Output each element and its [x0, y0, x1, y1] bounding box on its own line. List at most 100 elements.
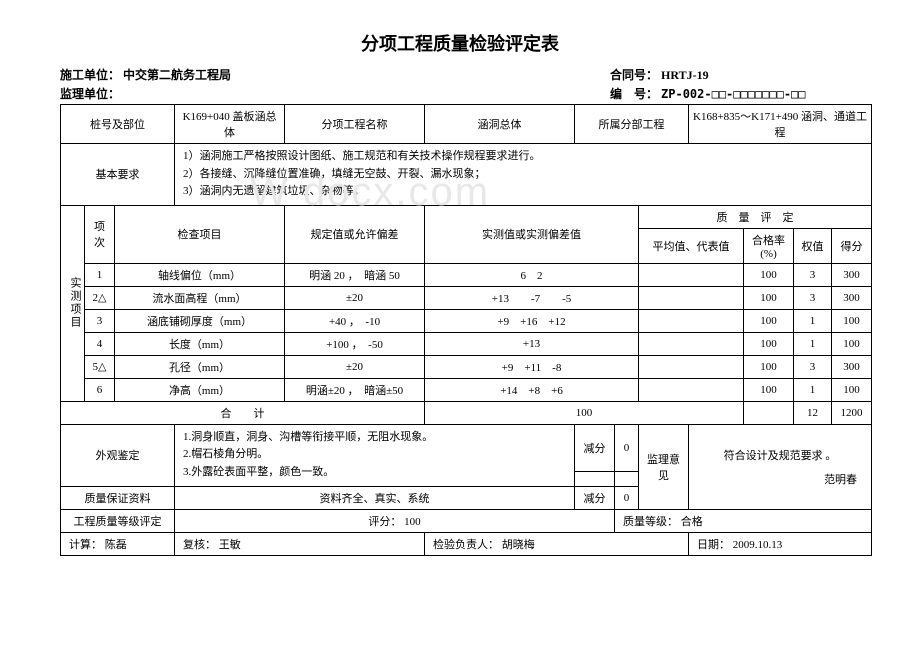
main-table: 桩号及部位 K169+040 盖板涵总体 分项工程名称 涵洞总体 所属分部工程 …: [60, 104, 872, 556]
date-label: 日期：: [697, 539, 730, 551]
data-row-4: 4 长度（mm） +100 ， -50 +13 100 1 100: [61, 332, 872, 355]
doc-no-value: ZP-002-□□-□□□□□□□-□□: [661, 87, 806, 101]
spec: +100 ， -50: [285, 332, 425, 355]
table-head-row-1: 实测项目 项次 检查项目 规定值或允许偏差 实测值或实测偏差值 质 量 评 定: [61, 205, 872, 228]
req-line-1: 1）涵洞施工严格按照设计图纸、施工规范和有关技术操作规程要求进行。: [183, 148, 863, 166]
data-row-5: 5△ 孔径（mm） ±20 +9 +11 -8 100 3 300: [61, 355, 872, 378]
basic-req-row: 基本要求 1）涵洞施工严格按照设计图纸、施工规范和有关技术操作规程要求进行。 2…: [61, 144, 872, 206]
supervision-text: 符合设计及规范要求 。 范明春: [689, 424, 872, 509]
col-qual: 质 量 评 定: [639, 205, 872, 228]
weight: 3: [794, 286, 832, 309]
subitem-label: 分项工程名称: [285, 105, 425, 144]
blank-cell: [575, 472, 615, 486]
total-weight: 12: [794, 401, 832, 424]
chk-cell: 检验负责人： 胡晓梅: [425, 532, 689, 555]
seq: 3: [85, 309, 115, 332]
calc-cell: 计算： 陈磊: [61, 532, 175, 555]
chk-value: 胡晓梅: [502, 539, 535, 551]
data-row-6: 6 净高（mm） 明涵±20 ， 暗涵±50 +14 +8 +6 100 1 1…: [61, 378, 872, 401]
appearance-l3: 3.外露砼表面平整，颜色一致。: [183, 464, 566, 482]
meas: 6 2: [425, 263, 639, 286]
rev-value: 王敏: [219, 539, 241, 551]
rate: 100: [744, 332, 794, 355]
appearance-label: 外观鉴定: [61, 424, 175, 486]
weight: 1: [794, 378, 832, 401]
appearance-l1: 1.洞身顺直，洞身、沟槽等衔接平顺，无阻水现象。: [183, 429, 566, 447]
chk-label: 检验负责人：: [433, 539, 499, 551]
total-label: 合 计: [61, 401, 425, 424]
pile-value: K169+040 盖板涵总体: [175, 105, 285, 144]
seq: 2△: [85, 286, 115, 309]
construction-unit-label: 施工单位：: [60, 68, 120, 82]
blank-cell-2: [615, 472, 639, 486]
date-cell: 日期： 2009.10.13: [689, 532, 872, 555]
appearance-l2: 2.帽石棱角分明。: [183, 446, 566, 464]
date-value: 2009.10.13: [733, 539, 783, 551]
seq: 6: [85, 378, 115, 401]
page-title: 分项工程质量检验评定表: [60, 30, 860, 56]
avg: [639, 263, 744, 286]
header-row-2: 监理单位： 编 号： ZP-002-□□-□□□□□□□-□□: [60, 85, 860, 102]
meas: +14 +8 +6: [425, 378, 639, 401]
item: 涵底铺砌厚度（mm）: [115, 309, 285, 332]
header-row-1: 施工单位： 中交第二航务工程局 合同号： HRTJ-19: [60, 66, 860, 83]
basic-req-label: 基本要求: [61, 144, 175, 206]
col-weight: 权值: [794, 228, 832, 263]
division-value: K168+835～K171+490 涵洞、通道工程: [689, 105, 872, 144]
appearance-deduct-value: 0: [615, 424, 639, 471]
rev-label: 复核：: [183, 539, 216, 551]
meas: +9 +11 -8: [425, 355, 639, 378]
sup-text1: 符合设计及规范要求 。: [693, 447, 867, 463]
rate: 100: [744, 286, 794, 309]
grade-text-value: 合格: [681, 516, 703, 528]
avg: [639, 355, 744, 378]
pile-label: 桩号及部位: [61, 105, 175, 144]
qa-label: 质量保证资料: [61, 486, 175, 509]
item: 净高（mm）: [115, 378, 285, 401]
spec: 明涵 20 ， 暗涵 50: [285, 263, 425, 286]
grade-text-label: 质量等级：: [623, 516, 678, 528]
appearance-deduct-label: 减分: [575, 424, 615, 471]
col-spec: 规定值或允许偏差: [285, 205, 425, 263]
calc-label: 计算：: [69, 539, 102, 551]
score-label: 评分：: [368, 516, 401, 528]
qa-deduct-value: 0: [615, 486, 639, 509]
subitem-value: 涵洞总体: [425, 105, 575, 144]
supervision-unit-label: 监理单位：: [60, 87, 120, 101]
weight: 1: [794, 332, 832, 355]
grade-label: 工程质量等级评定: [61, 509, 175, 532]
data-row-3: 3 涵底铺砌厚度（mm） +40 ， -10 +9 +16 +12 100 1 …: [61, 309, 872, 332]
col-meas: 实测值或实测偏差值: [425, 205, 639, 263]
item: 长度（mm）: [115, 332, 285, 355]
item: 流水面高程（mm）: [115, 286, 285, 309]
score: 300: [832, 286, 872, 309]
item: 轴线偏位（mm）: [115, 263, 285, 286]
contract-no-label: 合同号：: [610, 68, 658, 82]
side-label: 实测项目: [61, 205, 85, 401]
item: 孔径（mm）: [115, 355, 285, 378]
req-line-3: 3）涵洞内无遗留建筑垃圾、杂物等。: [183, 183, 863, 201]
total-score: 1200: [832, 401, 872, 424]
data-row-1: 1 轴线偏位（mm） 明涵 20 ， 暗涵 50 6 2 100 3 300: [61, 263, 872, 286]
spec: +40 ， -10: [285, 309, 425, 332]
score: 100: [832, 332, 872, 355]
doc-no-label: 编 号：: [610, 87, 658, 101]
weight: 3: [794, 263, 832, 286]
score: 100: [832, 378, 872, 401]
avg: [639, 309, 744, 332]
data-row-2: 2△ 流水面高程（mm） ±20 +13 -7 -5 100 3 300: [61, 286, 872, 309]
spec: ±20: [285, 286, 425, 309]
calc-value: 陈磊: [105, 539, 127, 551]
meas: +9 +16 +12: [425, 309, 639, 332]
rate: 100: [744, 309, 794, 332]
footer-row: 计算： 陈磊 复核： 王敏 检验负责人： 胡晓梅 日期： 2009.10.13: [61, 532, 872, 555]
total-row: 合 计 100 12 1200: [61, 401, 872, 424]
total-blank: [744, 401, 794, 424]
qa-text: 资料齐全、真实、系统: [175, 486, 575, 509]
division-label: 所属分部工程: [575, 105, 689, 144]
req-line-2: 2）各接缝、沉降缝位置准确，填缝无空鼓、开裂、漏水现象；: [183, 166, 863, 184]
sup-text2: 范明春: [693, 471, 867, 487]
weight: 1: [794, 309, 832, 332]
basic-req-content: 1）涵洞施工严格按照设计图纸、施工规范和有关技术操作规程要求进行。 2）各接缝、…: [175, 144, 872, 206]
spec: 明涵±20 ， 暗涵±50: [285, 378, 425, 401]
